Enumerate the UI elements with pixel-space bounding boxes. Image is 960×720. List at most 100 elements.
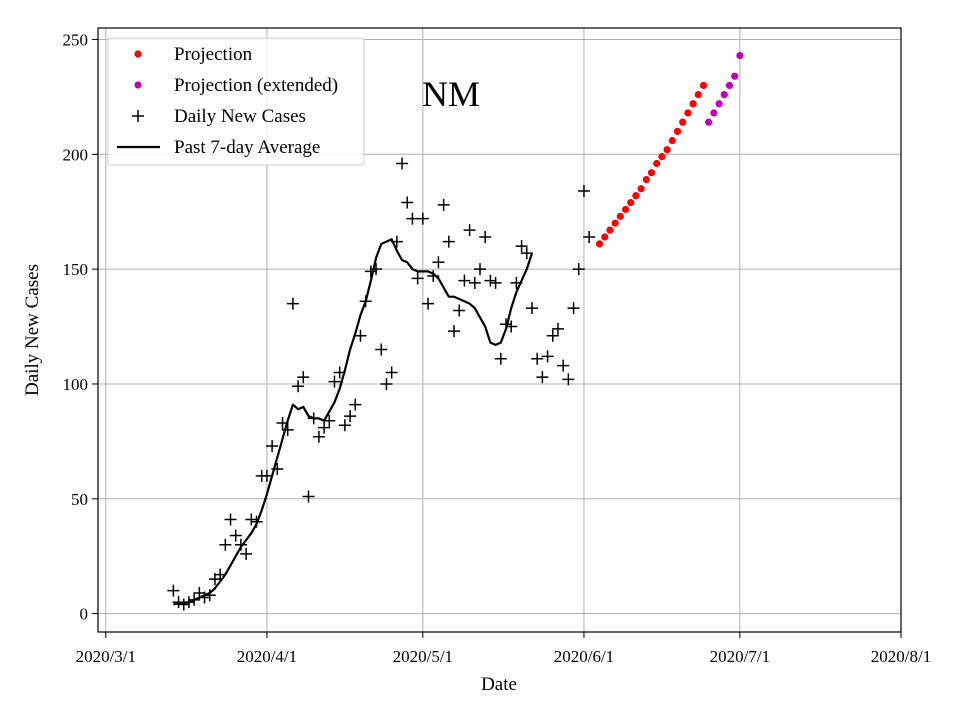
daily-case-point xyxy=(525,302,538,315)
daily-case-point xyxy=(292,380,305,393)
x-axis-label: Date xyxy=(481,674,517,695)
daily-case-point xyxy=(390,235,403,248)
daily-case-point xyxy=(312,430,325,443)
daily-case-point xyxy=(557,359,570,372)
daily-case-point xyxy=(318,421,331,434)
daily-case-point xyxy=(375,343,388,356)
projection-point xyxy=(611,219,619,227)
daily-case-point xyxy=(224,513,237,526)
daily-case-point xyxy=(203,589,216,602)
projection-point xyxy=(699,81,708,90)
daily-case-point xyxy=(474,263,487,276)
projection-point xyxy=(694,91,702,99)
x-tick-label: 2020/5/1 xyxy=(393,647,453,666)
projection-extended-point xyxy=(731,72,739,80)
y-tick-label: 100 xyxy=(63,375,89,394)
daily-case-point xyxy=(281,423,294,436)
legend-dot-marker xyxy=(134,50,142,58)
daily-case-point xyxy=(448,325,461,338)
projection-point xyxy=(616,212,624,220)
daily-case-point xyxy=(286,297,299,310)
projection-extended-point xyxy=(720,91,728,99)
daily-case-point xyxy=(432,256,445,269)
daily-case-point xyxy=(406,212,419,225)
legend-dot-marker xyxy=(134,81,142,89)
daily-case-point xyxy=(484,274,497,287)
daily-case-point xyxy=(536,371,549,384)
daily-case-point xyxy=(385,366,398,379)
x-tick-label: 2020/8/1 xyxy=(871,647,931,666)
daily-case-point xyxy=(380,377,393,390)
projection-point xyxy=(606,226,614,234)
projection-point xyxy=(632,192,640,200)
daily-case-point xyxy=(505,320,518,333)
daily-case-point xyxy=(188,593,201,606)
daily-case-point xyxy=(354,329,367,342)
legend-plus-marker xyxy=(132,110,144,122)
daily-case-point xyxy=(307,412,320,425)
daily-case-point xyxy=(219,538,232,551)
y-tick-label: 0 xyxy=(80,605,89,624)
projection-extended-point xyxy=(715,100,723,108)
daily-case-point xyxy=(520,247,533,260)
daily-case-point xyxy=(271,462,284,475)
daily-case-point xyxy=(427,270,440,283)
daily-case-point xyxy=(494,352,507,365)
projection-point xyxy=(673,127,682,135)
daily-case-point xyxy=(551,322,564,335)
daily-case-point xyxy=(583,230,596,243)
daily-case-point xyxy=(468,276,481,289)
y-tick-label: 200 xyxy=(63,145,89,164)
daily-case-point xyxy=(453,304,466,317)
daily-case-point xyxy=(245,513,258,526)
daily-case-point xyxy=(562,373,575,386)
daily-case-point xyxy=(401,196,414,209)
daily-case-point xyxy=(349,398,362,411)
daily-case-point xyxy=(198,591,211,604)
projection-point xyxy=(647,169,656,177)
daily-case-point xyxy=(167,584,180,597)
daily-case-point xyxy=(364,265,377,278)
daily-case-point xyxy=(370,263,383,276)
projection-point xyxy=(658,153,666,161)
chart-title: NM xyxy=(422,74,480,114)
y-tick-label: 150 xyxy=(63,260,89,279)
daily-case-point xyxy=(276,417,289,430)
daily-case-point xyxy=(234,538,247,551)
projection-point xyxy=(668,136,676,145)
daily-case-point xyxy=(541,350,554,363)
projection-point xyxy=(689,100,697,108)
daily-case-point xyxy=(479,230,492,243)
daily-case-point xyxy=(411,272,424,285)
daily-case-point xyxy=(458,274,471,287)
x-tick-label: 2020/4/1 xyxy=(237,647,297,666)
legend-label: Daily New Cases xyxy=(174,106,306,127)
daily-case-point xyxy=(442,235,455,248)
daily-case-point xyxy=(240,547,253,560)
projection-point xyxy=(637,185,645,193)
daily-case-point xyxy=(323,414,336,427)
legend-label: Projection (extended) xyxy=(174,75,338,96)
average-line xyxy=(173,238,534,606)
daily-case-point xyxy=(229,529,242,542)
daily-case-point xyxy=(572,263,585,276)
projection-point xyxy=(601,233,609,241)
legend-label: Projection xyxy=(174,44,253,65)
x-tick-label: 2020/7/1 xyxy=(710,647,770,666)
projection-point xyxy=(627,198,635,207)
daily-case-point xyxy=(214,568,227,581)
daily-case-point xyxy=(416,212,429,225)
daily-case-point xyxy=(260,469,273,482)
projection-extended-point xyxy=(725,81,734,90)
x-tick-label: 2020/3/1 xyxy=(76,647,136,666)
y-tick-label: 250 xyxy=(63,30,89,49)
plot-frame xyxy=(97,27,902,633)
daily-case-point xyxy=(499,318,512,331)
daily-case-point xyxy=(328,375,341,388)
daily-case-point xyxy=(531,352,544,365)
x-tick-label: 2020/6/1 xyxy=(554,647,614,666)
daily-case-point xyxy=(437,198,450,211)
daily-case-point xyxy=(489,276,502,289)
daily-case-point xyxy=(510,276,523,289)
